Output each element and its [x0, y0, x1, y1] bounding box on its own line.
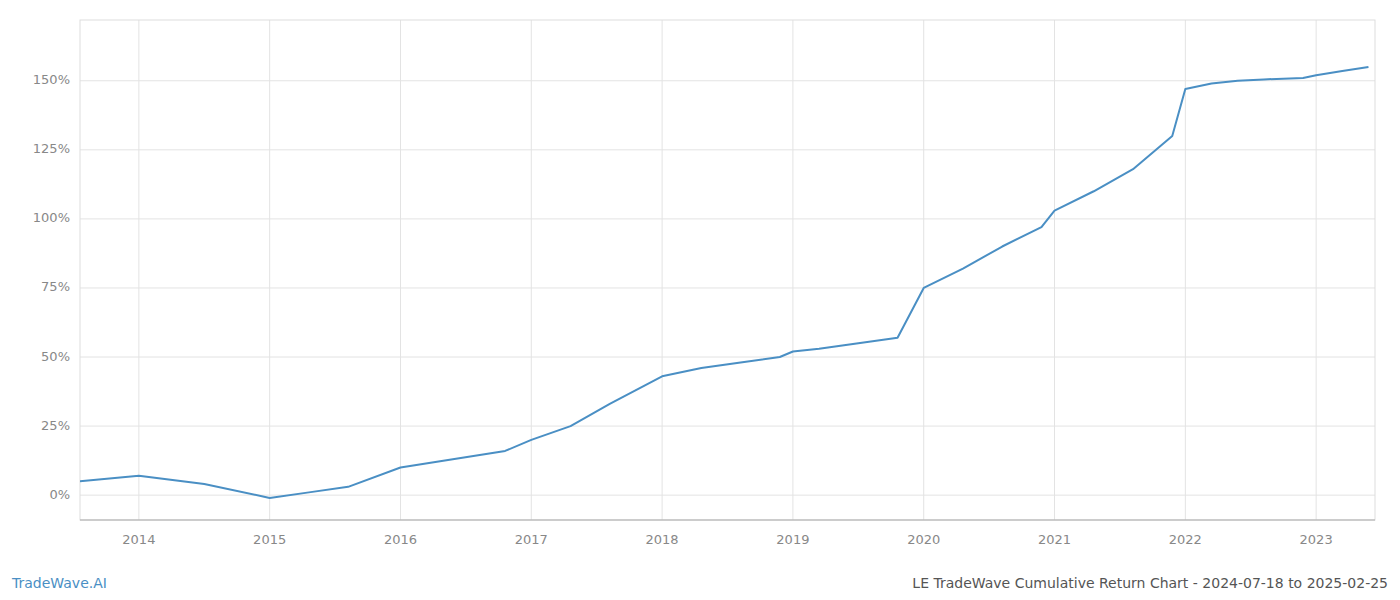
x-tick-label: 2017 — [515, 532, 548, 547]
y-tick-label: 25% — [41, 418, 70, 433]
x-grid-line — [792, 20, 793, 520]
x-tick-label: 2020 — [907, 532, 940, 547]
y-grid-line — [80, 495, 1375, 496]
watermark: TradeWave.AI — [11, 575, 107, 591]
x-tick-label: 2018 — [646, 532, 679, 547]
y-grid-line — [80, 80, 1375, 81]
y-tick-label: 125% — [33, 141, 70, 156]
grid — [80, 20, 1375, 520]
x-tick-label: 2022 — [1169, 532, 1202, 547]
series — [80, 67, 1368, 498]
y-grid-line — [80, 357, 1375, 358]
y-tick-label: 50% — [41, 349, 70, 364]
x-grid-line — [531, 20, 532, 520]
x-grid-line — [1185, 20, 1186, 520]
y-tick-label: 100% — [33, 210, 70, 225]
x-grid-line — [662, 20, 663, 520]
x-axis-line — [80, 520, 1375, 521]
x-tick-label: 2015 — [253, 532, 286, 547]
x-tick-label: 2019 — [776, 532, 809, 547]
title: LE TradeWave Cumulative Return Chart - 2… — [912, 575, 1388, 591]
return-line — [80, 67, 1368, 498]
x-grid-line — [400, 20, 401, 520]
y-tick-label: 75% — [41, 279, 70, 294]
x-grid-line — [1054, 20, 1055, 520]
chart-container: 0% 25% 50% 75% 100% 125% 150% 2014 2015 2016 2017 2… — [0, 0, 1400, 600]
x-grid-line — [138, 20, 139, 520]
x-grid-line — [923, 20, 924, 520]
y-grid-line — [80, 149, 1375, 150]
x-tick-label: 2014 — [122, 532, 155, 547]
x-grid-line — [1316, 20, 1317, 520]
y-grid-line — [80, 287, 1375, 288]
y-tick-label: 150% — [33, 72, 70, 87]
x-tick-label: 2021 — [1038, 532, 1071, 547]
axes: 0% 25% 50% 75% 100% 125% 150% 2014 2015 2016 2017 2… — [33, 20, 1375, 547]
y-grid-line — [80, 426, 1375, 427]
x-tick-label: 2023 — [1300, 532, 1333, 547]
y-tick-label: 0% — [49, 487, 70, 502]
plot-frame — [80, 20, 1375, 520]
chart: 0% 25% 50% 75% 100% 125% 150% 2014 2015 2016 2017 2… — [0, 0, 1400, 600]
x-grid-line — [269, 20, 270, 520]
y-grid-line — [80, 218, 1375, 219]
x-tick-label: 2016 — [384, 532, 417, 547]
